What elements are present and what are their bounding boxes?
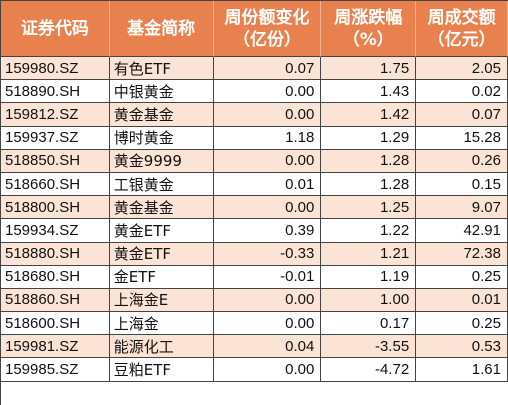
name-cell: 中银黄金 xyxy=(109,80,214,104)
weekly-change-cell: 1.21 xyxy=(321,242,417,266)
share-change-cell: -0.01 xyxy=(213,265,322,289)
code-cell: 518680.SH xyxy=(1,265,110,289)
table-row: 518880.SH 黄金ETF -0.33 1.21 72.38 xyxy=(1,242,508,266)
turnover-cell: 0.07 xyxy=(416,103,508,127)
header-share-change: 周份额变化 （亿份） xyxy=(213,1,322,57)
share-change-cell: 1.18 xyxy=(213,126,322,150)
share-change-cell: 0.00 xyxy=(213,80,322,104)
name-cell: 博时黄金 xyxy=(109,126,214,150)
turnover-cell: 0.25 xyxy=(416,265,508,289)
share-change-cell: -0.33 xyxy=(213,242,322,266)
table-row: 159981.SZ 能源化工 0.04 -3.55 0.53 xyxy=(1,335,508,359)
share-change-cell: 0.04 xyxy=(213,335,322,359)
weekly-change-cell: 0.17 xyxy=(321,312,417,336)
turnover-cell: 15.28 xyxy=(416,126,508,150)
table-row: 518860.SH 上海金E 0.00 1.00 0.01 xyxy=(1,288,508,313)
code-cell: 518860.SH xyxy=(1,288,110,313)
weekly-change-cell: -3.55 xyxy=(321,335,417,359)
code-cell: 159937.SZ xyxy=(1,126,110,150)
name-cell: 金ETF xyxy=(109,265,214,289)
table-row: 518890.SH 中银黄金 0.00 1.43 0.02 xyxy=(1,80,508,104)
table-body: 159980.SZ 有色ETF 0.07 1.75 2.05 518890.SH 中银黄金 0… xyxy=(1,57,508,382)
weekly-change-cell: 1.25 xyxy=(321,196,417,220)
name-cell: 能源化工 xyxy=(109,335,214,359)
header-code: 证券代码 xyxy=(1,1,110,57)
name-cell: 上海金 xyxy=(109,312,214,336)
weekly-change-cell: 1.00 xyxy=(321,288,417,313)
table-row: 518800.SH 黄金基金 0.00 1.25 9.07 xyxy=(1,196,508,220)
weekly-change-cell: 1.22 xyxy=(321,219,417,243)
share-change-cell: 0.07 xyxy=(213,57,322,81)
header-weekly-turnover: 周成交额 （亿元） xyxy=(416,1,508,57)
weekly-change-cell: 1.28 xyxy=(321,149,417,173)
turnover-cell: 1.61 xyxy=(416,358,508,382)
code-cell: 159980.SZ xyxy=(1,57,110,81)
name-cell: 黄金9999 xyxy=(109,149,214,173)
code-cell: 518660.SH xyxy=(1,172,110,197)
table-row: 518660.SH 工银黄金 0.01 1.28 0.15 xyxy=(1,172,508,197)
code-cell: 518890.SH xyxy=(1,80,110,104)
table-row: 518850.SH 黄金9999 0.00 1.28 0.26 xyxy=(1,149,508,173)
code-cell: 159934.SZ xyxy=(1,219,110,243)
table-row: 518600.SH 上海金 0.00 0.17 0.25 xyxy=(1,312,508,336)
code-cell: 159985.SZ xyxy=(1,358,110,382)
share-change-cell: 0.00 xyxy=(213,312,322,336)
table-row: 159812.SZ 黄金基金 0.00 1.42 0.07 xyxy=(1,103,508,127)
name-cell: 黄金基金 xyxy=(109,103,214,127)
turnover-cell: 0.26 xyxy=(416,149,508,173)
table-row: 159985.SZ 豆粕ETF 0.00 -4.72 1.61 xyxy=(1,358,508,382)
turnover-cell: 0.01 xyxy=(416,288,508,313)
weekly-change-cell: 1.42 xyxy=(321,103,417,127)
weekly-change-cell: 1.28 xyxy=(321,172,417,197)
name-cell: 豆粕ETF xyxy=(109,358,214,382)
name-cell: 黄金ETF xyxy=(109,219,214,243)
share-change-cell: 0.00 xyxy=(213,358,322,382)
share-change-cell: 0.00 xyxy=(213,149,322,173)
name-cell: 黄金ETF xyxy=(109,242,214,266)
code-cell: 518880.SH xyxy=(1,242,110,266)
code-cell: 159812.SZ xyxy=(1,103,110,127)
name-cell: 有色ETF xyxy=(109,57,214,81)
weekly-change-cell: 1.29 xyxy=(321,126,417,150)
code-cell: 518800.SH xyxy=(1,196,110,220)
weekly-change-cell: -4.72 xyxy=(321,358,417,382)
turnover-cell: 72.38 xyxy=(416,242,508,266)
turnover-cell: 0.25 xyxy=(416,312,508,336)
share-change-cell: 0.39 xyxy=(213,219,322,243)
header-weekly-change: 周涨跌幅 （%） xyxy=(321,1,417,57)
turnover-cell: 0.53 xyxy=(416,335,508,359)
name-cell: 上海金E xyxy=(109,288,214,313)
header-name: 基金简称 xyxy=(109,1,214,57)
turnover-cell: 2.05 xyxy=(416,57,508,81)
name-cell: 黄金基金 xyxy=(109,196,214,220)
share-change-cell: 0.01 xyxy=(213,172,322,197)
share-change-cell: 0.00 xyxy=(213,196,322,220)
table-row: 159937.SZ 博时黄金 1.18 1.29 15.28 xyxy=(1,126,508,150)
code-cell: 518600.SH xyxy=(1,312,110,336)
weekly-change-cell: 1.43 xyxy=(321,80,417,104)
turnover-cell: 0.02 xyxy=(416,80,508,104)
name-cell: 工银黄金 xyxy=(109,172,214,197)
turnover-cell: 0.15 xyxy=(416,172,508,197)
turnover-cell: 42.91 xyxy=(416,219,508,243)
weekly-change-cell: 1.75 xyxy=(321,57,417,81)
table-header: 证券代码 基金简称 周份额变化 （亿份） 周涨跌幅 （%） 周成交额 （亿元） xyxy=(1,1,508,57)
code-cell: 518850.SH xyxy=(1,149,110,173)
weekly-change-cell: 1.19 xyxy=(321,265,417,289)
share-change-cell: 0.00 xyxy=(213,288,322,313)
table-row: 159934.SZ 黄金ETF 0.39 1.22 42.91 xyxy=(1,219,508,243)
code-cell: 159981.SZ xyxy=(1,335,110,359)
turnover-cell: 9.07 xyxy=(416,196,508,220)
share-change-cell: 0.00 xyxy=(213,103,322,127)
table-row: 518680.SH 金ETF -0.01 1.19 0.25 xyxy=(1,265,508,289)
table-row: 159980.SZ 有色ETF 0.07 1.75 2.05 xyxy=(1,57,508,81)
